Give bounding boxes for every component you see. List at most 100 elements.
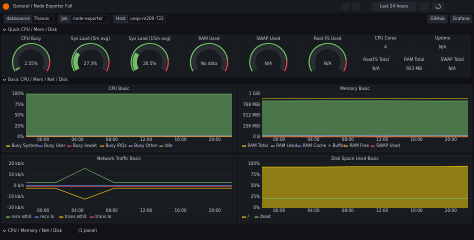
x-tick-label: 00:00 [37,208,49,213]
legend-label[interactable]: RAM Free [350,143,370,148]
legend-swatch [297,145,302,147]
gauge-threshold [71,42,110,72]
stat-title: Uptime [435,36,451,41]
legend-label[interactable]: Busy IRQs [105,143,126,148]
row-title[interactable]: CPU / Memory / Net / Disk [8,228,63,233]
legend-swatch [34,216,39,218]
series-area [26,94,232,136]
x-tick-label: 16:00 [174,208,186,213]
legend-label[interactable]: RAM Used [276,143,297,148]
x-tick-label: 12:00 [140,137,152,142]
variable-select[interactable] [70,14,109,24]
gauge-value: 27.3% [84,61,97,66]
y-tick-label: 50% [15,113,24,118]
stat-title: RAM Total [404,57,424,62]
gauge-title: Sys Load (5m avg) [71,36,110,41]
legend-label[interactable]: trans lo [95,214,111,219]
row-chevron[interactable] [2,28,7,31]
y-tick-label: 0% [253,205,260,210]
gauge-panel [238,34,298,78]
y-tick-label: 10 kb/s [9,172,24,177]
legend-swatch [242,145,246,147]
legend-swatch [6,216,10,218]
logo[interactable] [2,3,10,10]
gauge-title: Sys Load (15m avg) [129,36,171,41]
legend-swatch [59,216,64,218]
legend-swatch [242,216,246,218]
row-note: (1 panel) [78,228,97,233]
star-button[interactable] [342,3,350,10]
legend-label[interactable]: Busy Iowait [73,143,97,148]
legend-label[interactable]: RAM Cache + Buffer [303,143,346,148]
variable-value[interactable]: Thanos [33,16,49,21]
series-line [262,165,469,168]
panel-title: Memory Basic [340,86,370,91]
gauge-title: RAM Used [199,36,220,41]
legend-swatch [38,145,43,147]
legend-label[interactable]: recv lo [40,214,54,219]
gauge-threshold [12,42,51,72]
legend-label[interactable]: Busy System [12,143,39,148]
link-button[interactable] [427,14,448,24]
legend-label[interactable]: SWAP Used [376,143,400,148]
x-tick-label: 04:00 [307,137,319,142]
series-area [262,166,468,208]
gauge-value: N/A [324,61,332,66]
gauge-fill [73,51,81,71]
panel-title: CPU Basic [109,86,131,91]
row-title[interactable]: Basic CPU / Mem / Net / Disk [8,77,68,82]
legend-label[interactable]: trans eth0 [65,214,87,219]
legend-swatch [270,145,275,147]
stat-title: SWAP Total [441,57,464,62]
row-title[interactable]: Quick CPU / Mem / Disk [8,27,58,32]
zoom-button[interactable] [419,2,429,11]
row-chevron[interactable] [2,78,7,81]
stat-value: 4 [384,45,387,50]
gauge-fill [15,67,21,71]
panel [1,154,237,224]
time-picker[interactable] [371,2,417,11]
stat-panel [357,34,414,56]
gauge-title: SWAP Used [256,36,280,41]
series-line [26,168,232,183]
row-chevron[interactable] [2,229,7,232]
legend-label[interactable]: Busy User [44,143,65,148]
x-tick-label: 16:00 [410,208,422,213]
variable-value[interactable]: node-exporter [73,16,103,21]
x-tick-label: 20:00 [445,137,457,142]
x-tick-label: 12:00 [376,137,388,142]
y-tick-label: 0 b/s [14,183,24,188]
legend-label[interactable]: RAM Total [248,143,268,148]
link-button[interactable] [450,14,473,24]
legend-label[interactable]: Idle [165,143,173,148]
x-tick-label: 00:00 [273,208,285,213]
gauge-threshold [189,42,229,72]
gauge-value: 26.5% [143,61,156,66]
legend-label[interactable]: /boot [260,214,271,219]
variable-value[interactable]: unqo-m200-722 [130,16,164,21]
variable-select[interactable] [31,14,55,24]
legend-label[interactable]: Busy Other [134,143,158,148]
stat-title: RootFS Total [363,57,389,62]
variable-label: datasource [7,16,31,21]
x-tick-label: 04:00 [307,208,319,213]
gauge-threshold [165,60,169,72]
gauge-track [251,44,286,71]
legend-swatch [89,216,94,218]
share-button[interactable] [352,3,360,10]
y-tick-label: 20 kb/s [9,161,24,166]
breadcrumb[interactable]: General / Node Exporter Full [13,4,72,9]
link-label[interactable]: Grafana [453,16,470,21]
gauge-track [310,44,345,71]
time-range[interactable]: Last 24 hours [380,4,409,9]
gauge-value: 2.55% [24,61,37,66]
y-tick-label: 75% [15,102,24,107]
panel-title: Network Traffic Basic [97,156,142,161]
gauge-threshold [46,60,51,72]
refresh-button[interactable] [432,2,444,11]
link-label[interactable]: GitHub [430,16,445,21]
x-tick-label: 16:00 [410,137,422,142]
variable-select[interactable] [127,14,166,24]
legend-label[interactable]: recv eth0 [12,214,32,219]
legend-label[interactable]: / [248,214,250,219]
